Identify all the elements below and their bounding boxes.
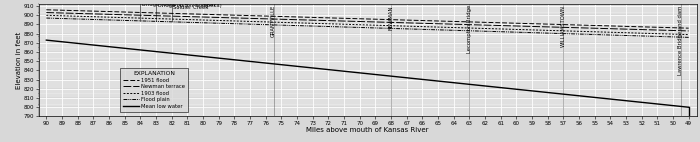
Text: GRANTVILLE: GRANTVILLE	[271, 5, 276, 37]
Legend: 1951 flood, Newman terrace, 1903 flood, Flood plain, Mean low water: 1951 flood, Newman terrace, 1903 flood, …	[120, 68, 188, 112]
Y-axis label: Elevation in feet: Elevation in feet	[16, 32, 22, 89]
Text: Lecompton Bridge: Lecompton Bridge	[467, 5, 472, 53]
Text: Bridge (old U.S. 40, Topeka): Bridge (old U.S. 40, Topeka)	[142, 2, 216, 7]
Text: Soldier Creek: Soldier Creek	[173, 5, 209, 10]
Text: Bridge (U.S. 75, Topeka): Bridge (U.S. 75, Topeka)	[158, 3, 221, 8]
X-axis label: Miles above mouth of Kansas River: Miles above mouth of Kansas River	[307, 127, 428, 133]
Text: Lawrence Bridge and dam: Lawrence Bridge and dam	[678, 5, 683, 75]
Text: WILLIAMSTOWN: WILLIAMSTOWN	[561, 5, 566, 47]
Text: NEWMAN: NEWMAN	[389, 5, 393, 30]
